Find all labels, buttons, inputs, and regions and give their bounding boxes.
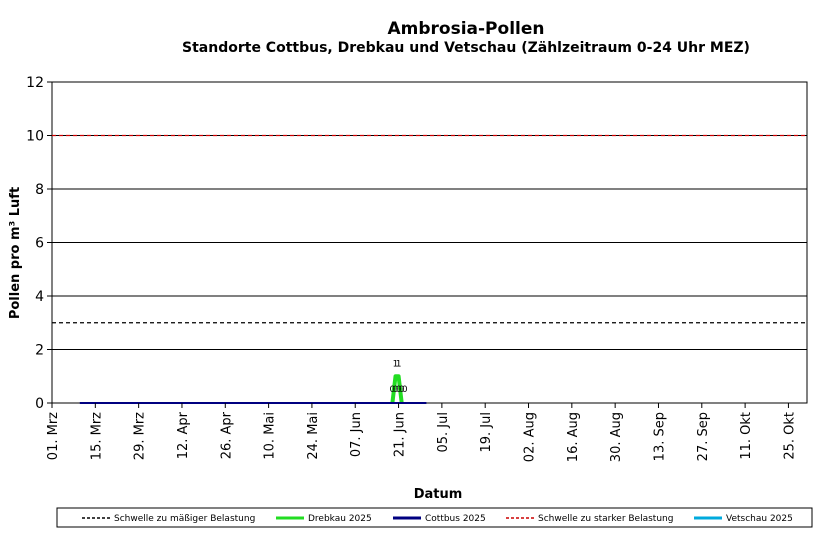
y-tick-label: 4 — [35, 289, 44, 305]
x-tick-label: 11. Okt — [739, 412, 754, 460]
x-tick-label: 30. Aug — [609, 412, 624, 462]
data-label: 0 — [390, 385, 396, 395]
y-tick-label: 0 — [35, 396, 44, 412]
y-axis: 0 2 4 6 8 10 12 — [26, 75, 52, 412]
x-tick-label: 02. Aug — [523, 412, 538, 462]
legend-label: Drebkau 2025 — [308, 514, 372, 524]
x-axis: 01. Mrz 15. Mrz 29. Mrz 12. Apr 26. Apr 10. M… — [46, 403, 797, 462]
legend-label: Vetschau 2025 — [726, 514, 793, 524]
series-lines — [79, 374, 427, 404]
data-label: 1 — [396, 359, 402, 369]
x-tick-label: 26. Apr — [219, 411, 234, 459]
x-tick-label: 21. Jun — [393, 412, 408, 457]
data-label: 0 — [399, 385, 405, 395]
chart-title: Ambrosia-Pollen — [387, 19, 544, 39]
x-axis-label: Datum — [414, 487, 463, 502]
x-tick-label: 05. Jul — [436, 412, 451, 453]
x-tick-label: 15. Mrz — [89, 412, 104, 460]
x-tick-label: 01. Mrz — [46, 412, 61, 460]
x-tick-label: 27. Sep — [696, 412, 711, 461]
chart-subtitle: Standorte Cottbus, Drebkau und Vetschau … — [182, 40, 750, 56]
x-tick-label: 25. Okt — [782, 412, 797, 460]
x-tick-label: 19. Jul — [479, 412, 494, 453]
x-tick-label: 10. Mai — [263, 412, 278, 460]
legend-box — [56, 507, 813, 528]
data-label: 0 — [393, 385, 399, 395]
y-tick-label: 12 — [26, 75, 44, 91]
series-line — [390, 374, 404, 404]
y-axis-label: Pollen pro m³ Luft — [8, 187, 23, 319]
x-tick-label: 24. Mai — [306, 412, 321, 460]
y-tick-label: 6 — [35, 236, 44, 252]
data-label: 0 — [402, 385, 408, 395]
x-tick-label: 13. Sep — [652, 412, 667, 461]
legend-label: Cottbus 2025 — [425, 514, 486, 524]
x-tick-label: 12. Apr — [176, 411, 191, 459]
y-tick-label: 8 — [35, 182, 44, 198]
data-label: 0 — [396, 385, 402, 395]
legend-label: Schwelle zu mäßiger Belastung — [114, 514, 255, 524]
x-tick-label: 07. Jun — [349, 412, 364, 457]
data-label: 1 — [393, 359, 399, 369]
y-tick-label: 2 — [35, 343, 44, 359]
x-tick-label: 29. Mrz — [133, 412, 148, 460]
legend-label: Schwelle zu starker Belastung — [538, 514, 673, 524]
x-tick-label: 16. Aug — [566, 412, 581, 462]
y-tick-label: 10 — [26, 129, 44, 145]
legend: Schwelle zu mäßiger Belastung Drebkau 202… — [82, 514, 793, 524]
